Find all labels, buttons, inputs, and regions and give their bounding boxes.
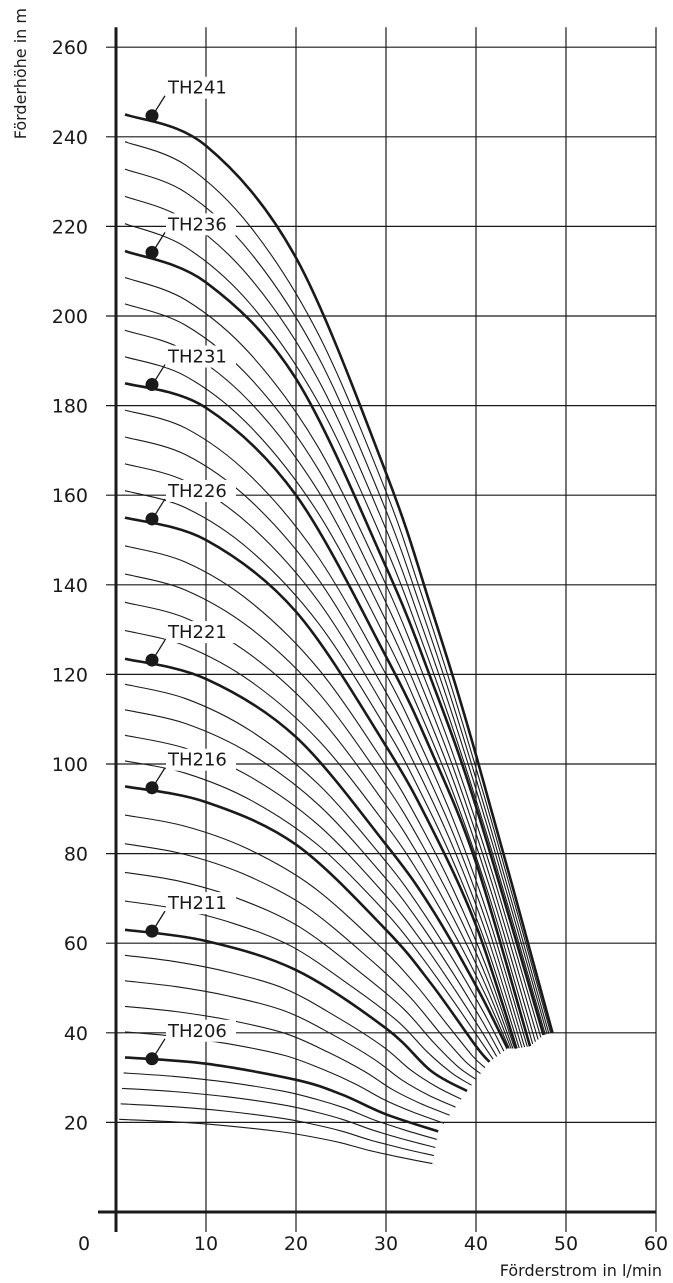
intermediate-curve — [124, 709, 501, 1055]
series-label: TH216 — [167, 750, 227, 771]
series-marker — [145, 781, 159, 795]
intermediate-curve — [124, 843, 481, 1075]
y-tick-label: 100 — [52, 754, 88, 776]
series-label-backdrop — [166, 748, 236, 771]
series-label-backdrop — [166, 213, 236, 236]
axis-layer — [98, 27, 656, 1232]
series-label-leader — [154, 1038, 166, 1056]
series-label-backdrop — [166, 1019, 236, 1042]
series-label: TH226 — [167, 481, 227, 502]
series-label-leader — [154, 639, 166, 657]
intermediate-curve — [124, 436, 526, 1048]
intermediate-curve — [124, 814, 486, 1069]
intermediate-curve — [124, 329, 536, 1042]
intermediate-curve — [122, 1087, 436, 1149]
x-tick-label: 30 — [374, 1233, 398, 1255]
intermediate-curve — [124, 490, 520, 1049]
y-tick-label: 20 — [64, 1112, 88, 1134]
intermediate-curve — [124, 760, 494, 1060]
series-curve-th221 — [124, 657, 509, 1050]
intermediate-curve — [124, 954, 462, 1100]
series-marker — [145, 245, 159, 259]
series-marker — [145, 512, 159, 526]
y-tick-label: 180 — [52, 396, 88, 418]
x-tick-label: 50 — [554, 1233, 578, 1255]
y-tick-label: 240 — [52, 127, 88, 149]
series-label-leader — [154, 95, 166, 113]
series-label-leader — [154, 498, 166, 516]
y-tick-label: 140 — [52, 575, 88, 597]
intermediate-curve — [124, 980, 456, 1108]
intermediate-curve — [124, 195, 548, 1035]
series-curve-th216 — [124, 785, 491, 1063]
y-tick-label: 120 — [52, 664, 88, 686]
series-label-backdrop — [166, 892, 236, 915]
series-label-backdrop — [166, 479, 236, 502]
label-layer: TH206 TH211 TH216 TH221 TH226 TH231 TH236 TH241 — [145, 76, 236, 1066]
series-label-leader — [154, 910, 166, 928]
y-tick-label: 80 — [64, 844, 88, 866]
intermediate-curve — [124, 409, 528, 1047]
series-label: TH236 — [167, 214, 227, 235]
series-curve-th206 — [124, 1056, 439, 1133]
tick-layer: 20 40 60 80 100 120 140 160 180 200 220 240 260 0 10 20… — [52, 37, 668, 1255]
series-label-leader — [154, 232, 166, 249]
intermediate-curve — [119, 1118, 433, 1165]
x-tick-label: 10 — [194, 1233, 218, 1255]
series-marker — [145, 653, 159, 667]
intermediate-curve — [124, 683, 505, 1052]
intermediate-curve — [123, 1072, 437, 1140]
series-curve-th241 — [124, 113, 554, 1034]
series-marker — [145, 109, 159, 123]
series-label: TH211 — [167, 893, 227, 914]
intermediate-curve — [124, 871, 477, 1080]
series-label: TH221 — [167, 622, 227, 643]
x-tick-label: 60 — [644, 1233, 668, 1255]
y-tick-label: 220 — [52, 216, 88, 238]
series-label-leader — [154, 767, 166, 785]
series-label: TH206 — [167, 1021, 227, 1042]
x-tick-label: 40 — [464, 1233, 488, 1255]
series-curve-th231 — [124, 381, 532, 1047]
series-label-leader — [154, 364, 166, 381]
y-tick-label: 40 — [64, 1023, 88, 1045]
y-axis-title: Förderhöhe in m — [11, 8, 30, 139]
series-label: TH241 — [167, 78, 227, 99]
intermediate-curve — [124, 141, 552, 1034]
intermediate-curve — [120, 1103, 435, 1157]
y-tick-label: 160 — [52, 485, 88, 507]
series-marker — [145, 1052, 159, 1066]
intermediate-curve — [124, 545, 516, 1049]
series-marker — [145, 378, 159, 392]
intermediate-curve — [124, 1005, 450, 1116]
series-marker — [145, 924, 159, 938]
curve-layer — [119, 113, 554, 1165]
series-label: TH231 — [167, 347, 227, 368]
series-label-backdrop — [166, 345, 236, 368]
x-tick-label: 20 — [284, 1233, 308, 1255]
intermediate-curve — [124, 573, 514, 1049]
y-tick-label: 260 — [52, 37, 88, 59]
series-label-backdrop — [166, 76, 236, 99]
intermediate-curve — [124, 223, 546, 1035]
y-tick-label: 60 — [64, 933, 88, 955]
series-curve-th211 — [124, 928, 468, 1093]
x-axis-title: Förderstrom in l/min — [500, 1261, 662, 1280]
intermediate-curve — [124, 629, 510, 1049]
intermediate-curve — [124, 356, 534, 1045]
y-tick-label: 200 — [52, 306, 88, 328]
series-curve-th236 — [124, 249, 545, 1036]
series-curve-th226 — [124, 516, 518, 1049]
intermediate-curve — [124, 900, 472, 1086]
x-tick-label: 0 — [78, 1233, 90, 1255]
series-label-backdrop — [166, 621, 236, 644]
intermediate-curve — [124, 276, 542, 1038]
